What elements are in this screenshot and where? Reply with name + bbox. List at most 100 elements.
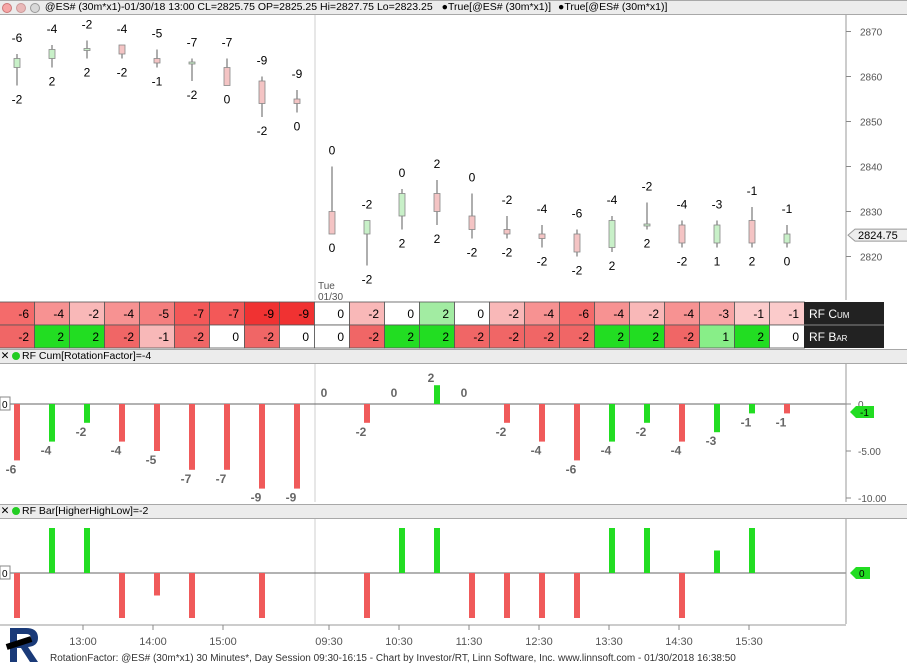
rf-cum-cell [699, 301, 735, 326]
candle-bar-label: 2 [644, 237, 651, 251]
cum-bar [294, 404, 300, 489]
rf-grid: -6 -2 -4 2 -2 2 -4 -2 -5 -1 -7 -2 -7 0 -9 -2 -9 0 0 0 -2 -2 0 2… [0, 301, 884, 349]
higher-high-low-bar [399, 528, 405, 573]
candle-body [468, 215, 476, 230]
study-label-1: True[@ES# (30m*x1)] [447, 1, 552, 13]
rf-bar-cell-text: -2 [368, 330, 379, 344]
cum-bar [259, 404, 265, 489]
cum-bar-label: -9 [251, 491, 262, 505]
candle-body [328, 211, 336, 235]
cum-bar [119, 404, 125, 442]
time-label: 15:30 [735, 636, 763, 648]
rf-cum-cell-text: -5 [158, 307, 169, 321]
candle-cum-label: -2 [362, 198, 373, 212]
higher-high-low-bar [504, 573, 510, 618]
cum-bar [574, 404, 580, 461]
rf-bar-cell [559, 324, 595, 349]
rf-cum-cell [419, 301, 455, 326]
cum-tick-label: -10.00 [858, 494, 887, 505]
cum-bar [609, 404, 615, 442]
study-label-2: True[@ES# (30m*x1)] [564, 1, 668, 13]
candle-body [503, 229, 511, 235]
candle-body [118, 44, 126, 55]
rf-bar-cell [174, 324, 210, 349]
candle-cum-label: -7 [187, 36, 198, 50]
cum-bar [224, 404, 230, 470]
rf-cum-cell-text: -9 [263, 307, 274, 321]
cum-bar [364, 404, 370, 423]
higher-high-low-bar [189, 573, 195, 618]
rf-bar-cell [594, 324, 630, 349]
rf-bar-cell [0, 324, 35, 349]
minimize-icon[interactable] [16, 3, 26, 13]
candle-body [188, 61, 196, 65]
candle-bar-label: -2 [537, 255, 548, 269]
rf-cum-cell-text: -7 [193, 307, 204, 321]
time-label: 14:00 [139, 636, 167, 648]
zero-tag-label: 0 [2, 400, 8, 411]
cum-bar-label: 0 [391, 386, 398, 400]
candle-bar-label: -2 [187, 88, 198, 102]
candle-bar-label: -1 [152, 75, 163, 89]
cum-bar [189, 404, 195, 470]
higher-high-low-bar [609, 528, 615, 573]
candle-bar-label: -2 [677, 255, 688, 269]
close-icon[interactable]: ✕ [0, 350, 10, 362]
rf-cum-panel: 0 0-5.00-10.00-1-6-4-2-4-5-7 -7-9 -90-2020-… [0, 364, 887, 505]
rf-bar-cell-text: 2 [652, 330, 659, 344]
higher-high-low-bar [434, 528, 440, 573]
rf-cum-cell [664, 301, 700, 326]
rf-bar-cell-text: 2 [407, 330, 414, 344]
rf-bar-cell [244, 324, 280, 349]
rf-bar-cell-text: 2 [57, 330, 64, 344]
candle-bar-label: -2 [257, 124, 268, 138]
rf-bar-cell [454, 324, 490, 349]
cum-bar-label: -2 [76, 425, 87, 439]
rf-cum-cell [734, 301, 770, 326]
rf-bar-panel-header: ✕ RF Bar[HigherHighLow]=-2 [0, 504, 907, 519]
candle-cum-label: -7 [222, 36, 233, 50]
green-dot-icon [12, 352, 20, 360]
cum-bar-label: -4 [111, 444, 122, 458]
time-label: 13:00 [69, 636, 97, 648]
investor-rt-logo [5, 628, 38, 662]
time-label: 10:30 [385, 636, 413, 648]
higher-high-low-bar [574, 573, 580, 618]
higher-high-low-bar [14, 573, 20, 618]
rf-bar-cell-text: -2 [508, 330, 519, 344]
rf-bar-cell [769, 324, 805, 349]
rf-cum-cell-text: -2 [508, 307, 519, 321]
higher-high-low-bar [714, 550, 720, 573]
cum-bar-label: -6 [6, 462, 17, 476]
cum-bar [784, 404, 790, 414]
time-axis: 13:00 14:00 15:00 09:30 10:30 11:30 12:30 13:30… [0, 624, 846, 648]
cum-bar-label: -9 [286, 491, 297, 505]
candle-bar-label: -2 [502, 246, 513, 260]
rf-bar-cell [629, 324, 665, 349]
rf-cum-cell [174, 301, 210, 326]
rf-cum-cell-text: -2 [648, 307, 659, 321]
close-icon[interactable] [2, 3, 12, 13]
rf-bar-cell [524, 324, 560, 349]
higher-high-low-bar [259, 573, 265, 618]
close-icon[interactable]: ✕ [0, 505, 10, 517]
rf-bar-cell [314, 324, 350, 349]
rf-cum-cell [594, 301, 630, 326]
cum-bar-label: -3 [706, 434, 717, 448]
higher-high-low-bar [539, 573, 545, 618]
green-dot-icon [12, 507, 20, 515]
rf-cum-cell [104, 301, 140, 326]
candle-cum-label: -4 [47, 22, 58, 36]
rf-cum-cell [279, 301, 315, 326]
rf-bar-cell-text: -2 [263, 330, 274, 344]
candle-body [363, 220, 371, 235]
rf-bar-cell [489, 324, 525, 349]
cum-tick-label: 0 [858, 400, 864, 411]
maximize-icon[interactable] [30, 3, 40, 13]
candle-body [48, 49, 56, 59]
rf-cum-cell [0, 301, 35, 326]
rf-bar-cell-text: -2 [473, 330, 484, 344]
candle-bar-label: 0 [224, 93, 231, 107]
bar-value-tag [850, 567, 870, 579]
